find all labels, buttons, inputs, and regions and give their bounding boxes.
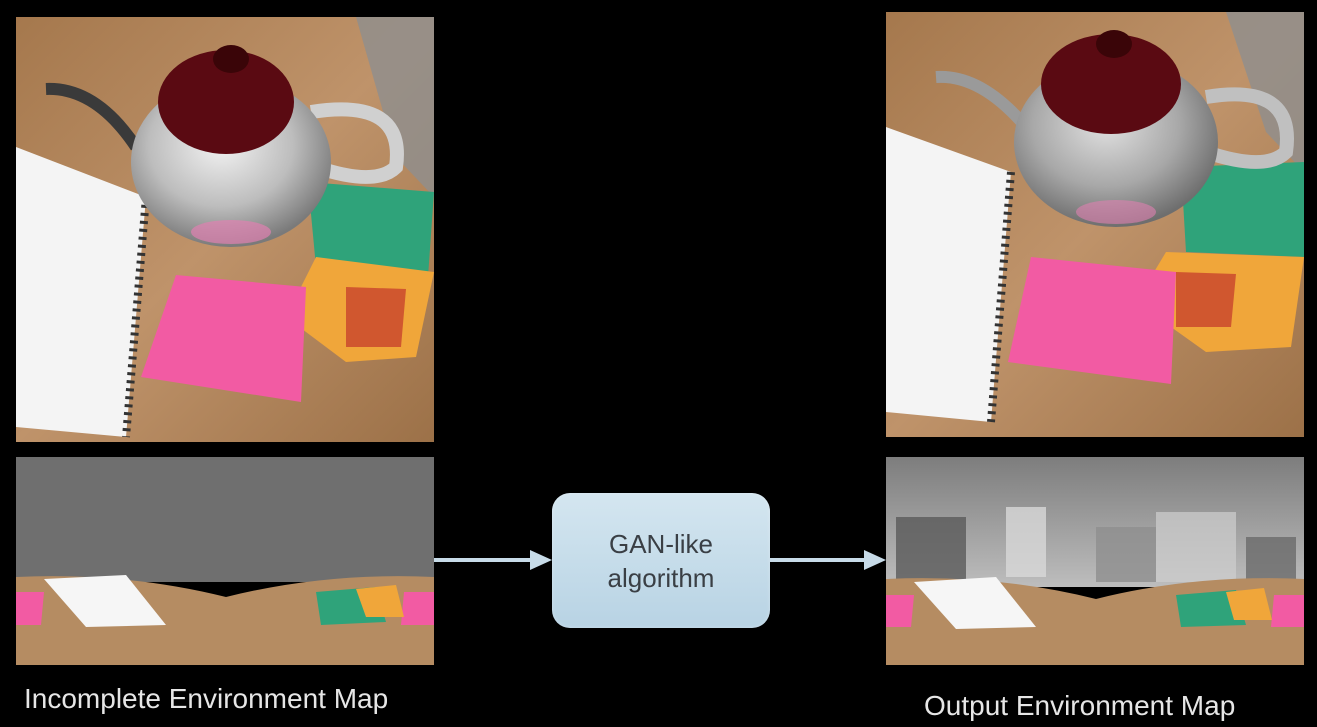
output-environment-map-image	[886, 457, 1304, 665]
arrow-from-gan	[770, 550, 886, 570]
incomplete-environment-map-image	[16, 457, 434, 665]
output-map-caption: Output Environment Map	[924, 690, 1236, 721]
input-scene-image	[16, 17, 434, 442]
incomplete-map-caption: Incomplete Environment Map	[24, 683, 389, 714]
gan-box-line2: algorithm	[607, 562, 715, 593]
output-scene-image	[886, 12, 1304, 437]
gan-algorithm-box: GAN-like algorithm	[552, 493, 770, 628]
arrow-to-gan	[434, 550, 552, 570]
gan-box-line1: GAN-like	[608, 528, 713, 559]
